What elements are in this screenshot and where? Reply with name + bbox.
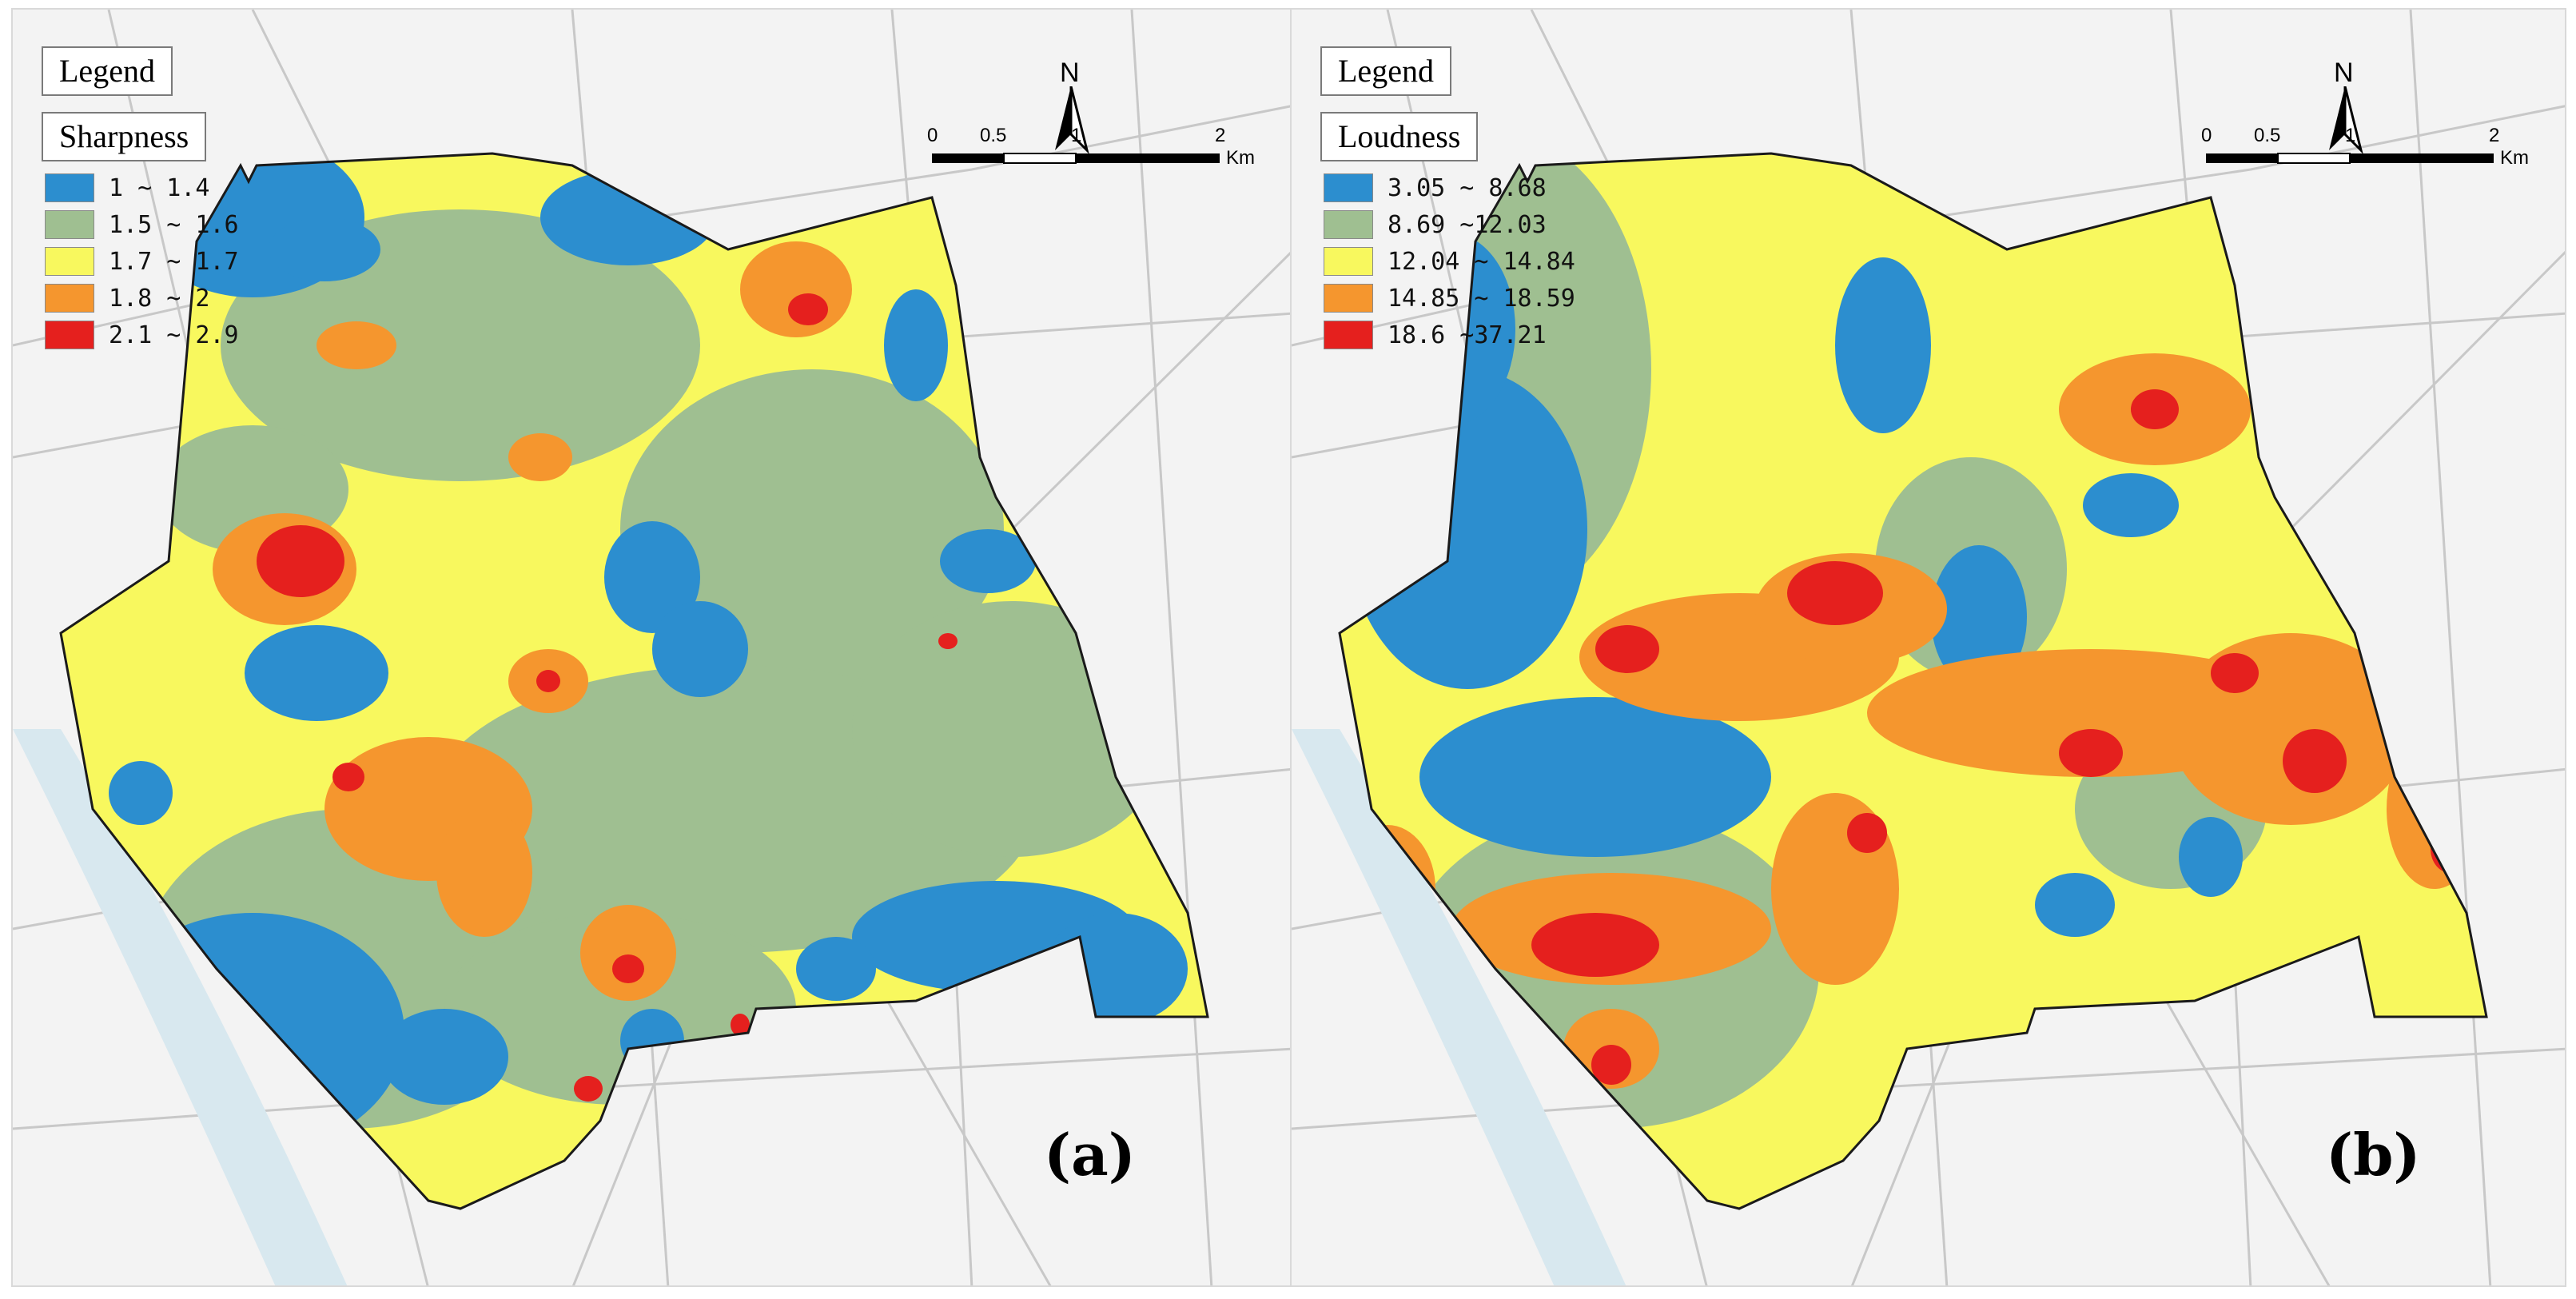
legend-row: 14.85 ~ 18.59 [1324,280,1575,317]
legend-label: 1.7 ~ 1.7 [109,247,239,276]
river [1292,729,1626,1285]
legend-swatch [1324,210,1373,239]
legend-swatch [1324,321,1373,349]
legend-label: 2.1 ~ 2.9 [109,321,239,349]
north-letter: N [1060,58,1080,88]
panel-label: (b) [2326,1121,2421,1189]
map-panel-loudness[interactable]: Legend Loudness 3.05 ~ 8.68 8.69 ~12.03 … [1290,8,2566,1287]
legend-label: 12.04 ~ 14.84 [1388,247,1575,276]
legend-label: 1 ~ 1.4 [109,173,210,202]
legend-label: 18.6 ~37.21 [1388,321,1547,349]
legend-row: 8.69 ~12.03 [1324,206,1575,243]
legend-swatch [45,284,94,313]
legend-row: 12.04 ~ 14.84 [1324,243,1575,280]
scale-tick: 2 [1215,125,1226,146]
north-arrow-icon [1055,86,1089,154]
north-letter: N [2334,58,2354,88]
legend-label: 1.5 ~ 1.6 [109,210,239,239]
legend-swatch [45,210,94,239]
legend-classes: 3.05 ~ 8.68 8.69 ~12.03 12.04 ~ 14.84 14… [1324,169,1575,353]
legend-label: 14.85 ~ 18.59 [1388,284,1575,313]
river [13,729,348,1285]
north-arrow-icon [2329,86,2363,154]
legend-swatch [1324,247,1373,276]
scale-unit: Km [1226,147,1255,169]
legend-swatch [1324,284,1373,313]
legend-swatch [45,247,94,276]
legend-swatch [45,321,94,349]
legend-label: 8.69 ~12.03 [1388,210,1547,239]
scale-tick: 2 [2489,125,2500,146]
legend-row: 1 ~ 1.4 [45,169,239,206]
scale-tick: 0.5 [980,125,1007,146]
panel-label: (a) [1044,1121,1136,1189]
legend-row: 1.8 ~ 2 [45,280,239,317]
legend-swatch [1324,173,1373,202]
scale-tick: 1 [2345,125,2356,146]
map-panel-sharpness[interactable]: Legend Sharpness 1 ~ 1.4 1.5 ~ 1.6 1.7 ~… [11,8,1292,1287]
legend-row: 1.7 ~ 1.7 [45,243,239,280]
legend-row: 2.1 ~ 2.9 [45,317,239,353]
legend-label: 3.05 ~ 8.68 [1388,173,1547,202]
legend-row: 18.6 ~37.21 [1324,317,1575,353]
scale-tick: 0.5 [2254,125,2281,146]
legend-label: 1.8 ~ 2 [109,284,210,313]
legend-swatch [45,173,94,202]
study-area-boundary [59,152,1209,1210]
study-area-boundary [1338,152,2488,1210]
scale-tick: 0 [927,125,938,146]
scale-tick: 1 [1071,125,1082,146]
scale-unit: Km [2500,147,2529,169]
scale-tick: 0 [2201,125,2212,146]
legend-title: Legend [1320,46,1451,96]
legend-classes: 1 ~ 1.4 1.5 ~ 1.6 1.7 ~ 1.7 1.8 ~ 2 2.1 … [45,169,239,353]
legend-title: Legend [42,46,173,96]
loudness-map[interactable] [1292,10,2566,1287]
legend-field-name: Sharpness [42,112,207,161]
legend-row: 1.5 ~ 1.6 [45,206,239,243]
legend-row: 3.05 ~ 8.68 [1324,169,1575,206]
legend-field-name: Loudness [1320,112,1479,161]
sharpness-map[interactable] [13,10,1292,1287]
